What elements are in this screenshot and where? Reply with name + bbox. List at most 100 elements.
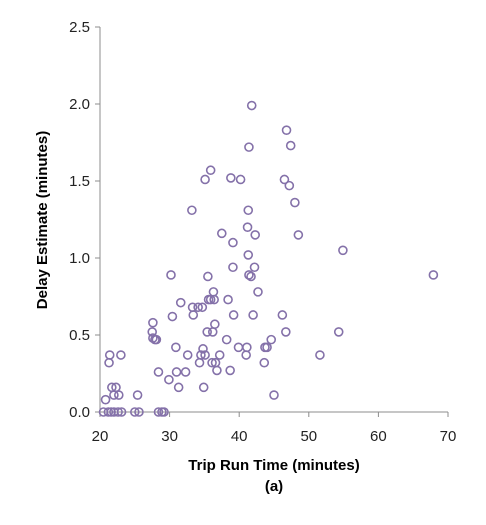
data-point	[208, 287, 219, 297]
data-point	[242, 342, 252, 353]
data-point	[243, 250, 254, 260]
data-point	[111, 382, 121, 393]
data-point	[285, 140, 296, 151]
y-tick-label: 1.5	[69, 173, 90, 190]
y-tick-label: 0.0	[69, 404, 90, 421]
data-point	[277, 310, 288, 320]
data-point	[203, 271, 213, 282]
data-point	[196, 350, 206, 360]
y-tick-label: 1.0	[69, 250, 90, 267]
x-tick-label: 60	[370, 428, 387, 445]
data-point	[225, 365, 235, 376]
data-point	[209, 294, 219, 305]
data-point	[164, 374, 174, 385]
y-axis-title: Delay Estimate (minutes)	[34, 131, 51, 309]
data-point	[180, 367, 191, 377]
data-point	[104, 350, 115, 360]
data-point	[262, 342, 272, 353]
data-point	[166, 270, 176, 280]
data-point	[193, 302, 203, 313]
data-point	[221, 334, 232, 345]
data-point	[100, 394, 111, 405]
data-point	[153, 407, 164, 417]
data-point	[153, 367, 164, 377]
y-tick-label: 2.0	[69, 96, 90, 113]
data-point	[134, 407, 144, 417]
data-point	[290, 197, 300, 208]
x-tick-label: 20	[92, 428, 109, 445]
x-tick-label: 30	[161, 428, 178, 445]
data-point	[197, 302, 208, 313]
data-point	[250, 230, 261, 240]
data-point	[228, 237, 238, 248]
data-point	[253, 287, 263, 297]
y-tick-label: 2.5	[69, 19, 90, 36]
data-point	[107, 382, 117, 393]
data-point	[249, 262, 260, 273]
data-point	[244, 142, 254, 152]
x-tick-label: 70	[440, 428, 457, 445]
data-point	[226, 173, 236, 183]
data-point	[151, 334, 162, 345]
data-point	[205, 165, 216, 176]
data-point	[242, 222, 253, 232]
data-point	[217, 228, 227, 239]
data-point	[248, 310, 258, 320]
data-point	[104, 357, 114, 368]
data-point	[228, 310, 239, 320]
data-point	[188, 310, 199, 320]
data-point	[235, 174, 246, 185]
data-point	[106, 407, 116, 417]
data-point	[243, 205, 254, 216]
y-tick-labels: 0.0 0.5 1.0 1.5 2.0 2.5	[69, 19, 100, 421]
chart-axes	[99, 27, 448, 413]
data-point	[284, 180, 295, 191]
data-point	[167, 311, 178, 322]
data-point	[241, 350, 251, 360]
x-tick-labels: 20 30 40 50 60 70	[92, 412, 457, 445]
data-point	[212, 365, 222, 376]
data-point	[173, 382, 184, 393]
data-point	[132, 390, 143, 400]
data-point	[103, 407, 114, 417]
data-point	[210, 319, 220, 330]
data-point	[228, 262, 238, 273]
data-point	[315, 350, 325, 360]
data-point	[266, 334, 277, 345]
data-point	[175, 297, 186, 308]
x-tick-label: 40	[231, 428, 248, 445]
data-point	[159, 407, 169, 417]
data-point	[293, 230, 304, 240]
data-point	[171, 367, 182, 377]
data-point	[116, 350, 126, 360]
data-point	[198, 382, 209, 393]
data-point	[214, 350, 225, 360]
data-point	[246, 100, 257, 111]
x-axis-title: Trip Run Time (minutes)	[188, 457, 359, 474]
figure-caption: (a)	[265, 478, 283, 495]
data-point	[244, 270, 254, 280]
data-point	[279, 174, 290, 185]
data-point	[269, 390, 279, 400]
data-point	[130, 407, 140, 417]
y-tick-label: 0.5	[69, 327, 90, 344]
data-point	[113, 390, 124, 400]
data-point	[338, 245, 348, 256]
data-point	[223, 294, 233, 305]
data-point	[171, 342, 181, 353]
data-point	[113, 407, 123, 417]
scatter-points	[98, 100, 439, 417]
data-point	[259, 357, 270, 368]
data-point	[207, 327, 218, 337]
data-point	[246, 271, 256, 282]
data-point	[194, 357, 205, 368]
data-point	[200, 350, 210, 360]
data-point	[148, 317, 158, 328]
data-point	[333, 327, 344, 337]
data-point	[200, 174, 210, 185]
data-point	[202, 327, 212, 337]
x-tick-label: 50	[300, 428, 317, 445]
data-point	[207, 357, 217, 368]
data-point	[428, 270, 439, 280]
